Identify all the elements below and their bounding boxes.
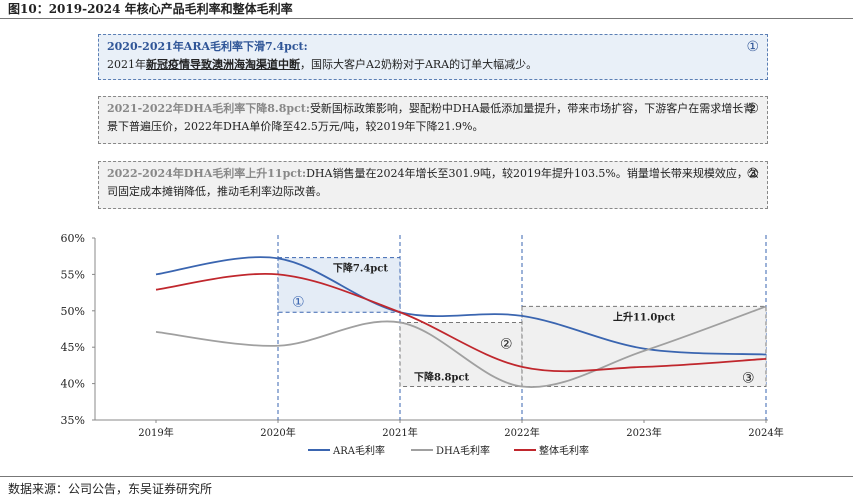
note-number: ③ [746,166,759,182]
legend-item-dha: DHA毛利率 [436,444,490,457]
y-tick-label: 35% [61,414,85,427]
y-tick-label: 60% [61,232,85,245]
note-text-post: ，国际大客户A2奶粉对于ARA的订单大幅减少。 [300,58,538,71]
top-rule [0,18,853,19]
note-ara-decline: 2020-2021年ARA毛利率下滑7.4pct: 2021年新冠疫情导致澳洲海… [98,34,768,80]
note-text: DHA销售量在2024年增长至301.9吨，较2019年提升103.5%。销量增… [107,167,759,198]
note-dha-rise: 2022-2024年DHA毛利率上升11pct:DHA销售量在2024年增长至3… [98,161,768,209]
note-number: ① [746,39,759,55]
x-tick-label: 2024年 [748,426,783,439]
y-tick-label: 50% [61,305,85,318]
y-tick-label: 45% [61,341,85,354]
annotation-number: ③ [742,371,755,387]
series-line-dha [155,305,767,388]
x-tick-label: 2021年 [382,426,417,439]
legend-item-ara: ARA毛利率 [332,444,385,457]
x-tick-label: 2022年 [504,426,539,439]
series-layer [155,256,767,388]
note-head: 2022-2024年DHA毛利率上升11pct: [107,167,307,180]
note-head: 2020-2021年ARA毛利率下滑7.4pct: [107,40,308,53]
annotation-label: 下降7.4pct [333,262,388,275]
note-text-underline: 新冠疫情导致澳洲海淘渠道中断 [146,58,300,71]
y-tick-label: 40% [61,378,85,391]
y-tick-label: 55% [61,268,85,281]
source-note: 数据来源：公司公告，东吴证券研究所 [8,482,213,496]
note-head: 2021-2022年DHA毛利率下降8.8pct: [107,102,310,115]
x-tick-label: 2023年 [626,426,661,439]
annotation-box-dha-rise [521,305,767,388]
annotation-number: ① [292,294,305,310]
annotation-label: 下降8.8pct [414,371,469,384]
note-text: 受新国标政策影响，婴配粉中DHA最低添加量提升，带来市场扩容，下游客户在需求增长… [107,102,755,133]
figure-title: 图10：2019-2024 年核心产品毛利率和整体毛利率 [8,2,293,16]
bottom-rule [0,476,853,477]
x-tick-label: 2020年 [260,426,295,439]
x-tick-label: 2019年 [138,426,173,439]
annotation-number: ② [500,336,513,352]
line-chart: 35% 40% 45% 50% 55% 60% 2019年 2020年 2021年 2022年 20… [61,232,784,457]
legend-item-total: 整体毛利率 [539,444,589,457]
annotation-label: 上升11.0pct [613,310,675,323]
labels-layer: 35% 40% 45% 50% 55% 60% 2019年 2020年 2021年 2022年 20… [61,232,784,457]
series-line-total [155,272,767,373]
note-number: ② [746,101,759,117]
note-text-pre: 2021年 [107,58,146,71]
series-line-ara [155,256,767,356]
note-dha-decline: 2021-2022年DHA毛利率下降8.8pct:受新国标政策影响，婴配粉中DH… [98,96,768,144]
